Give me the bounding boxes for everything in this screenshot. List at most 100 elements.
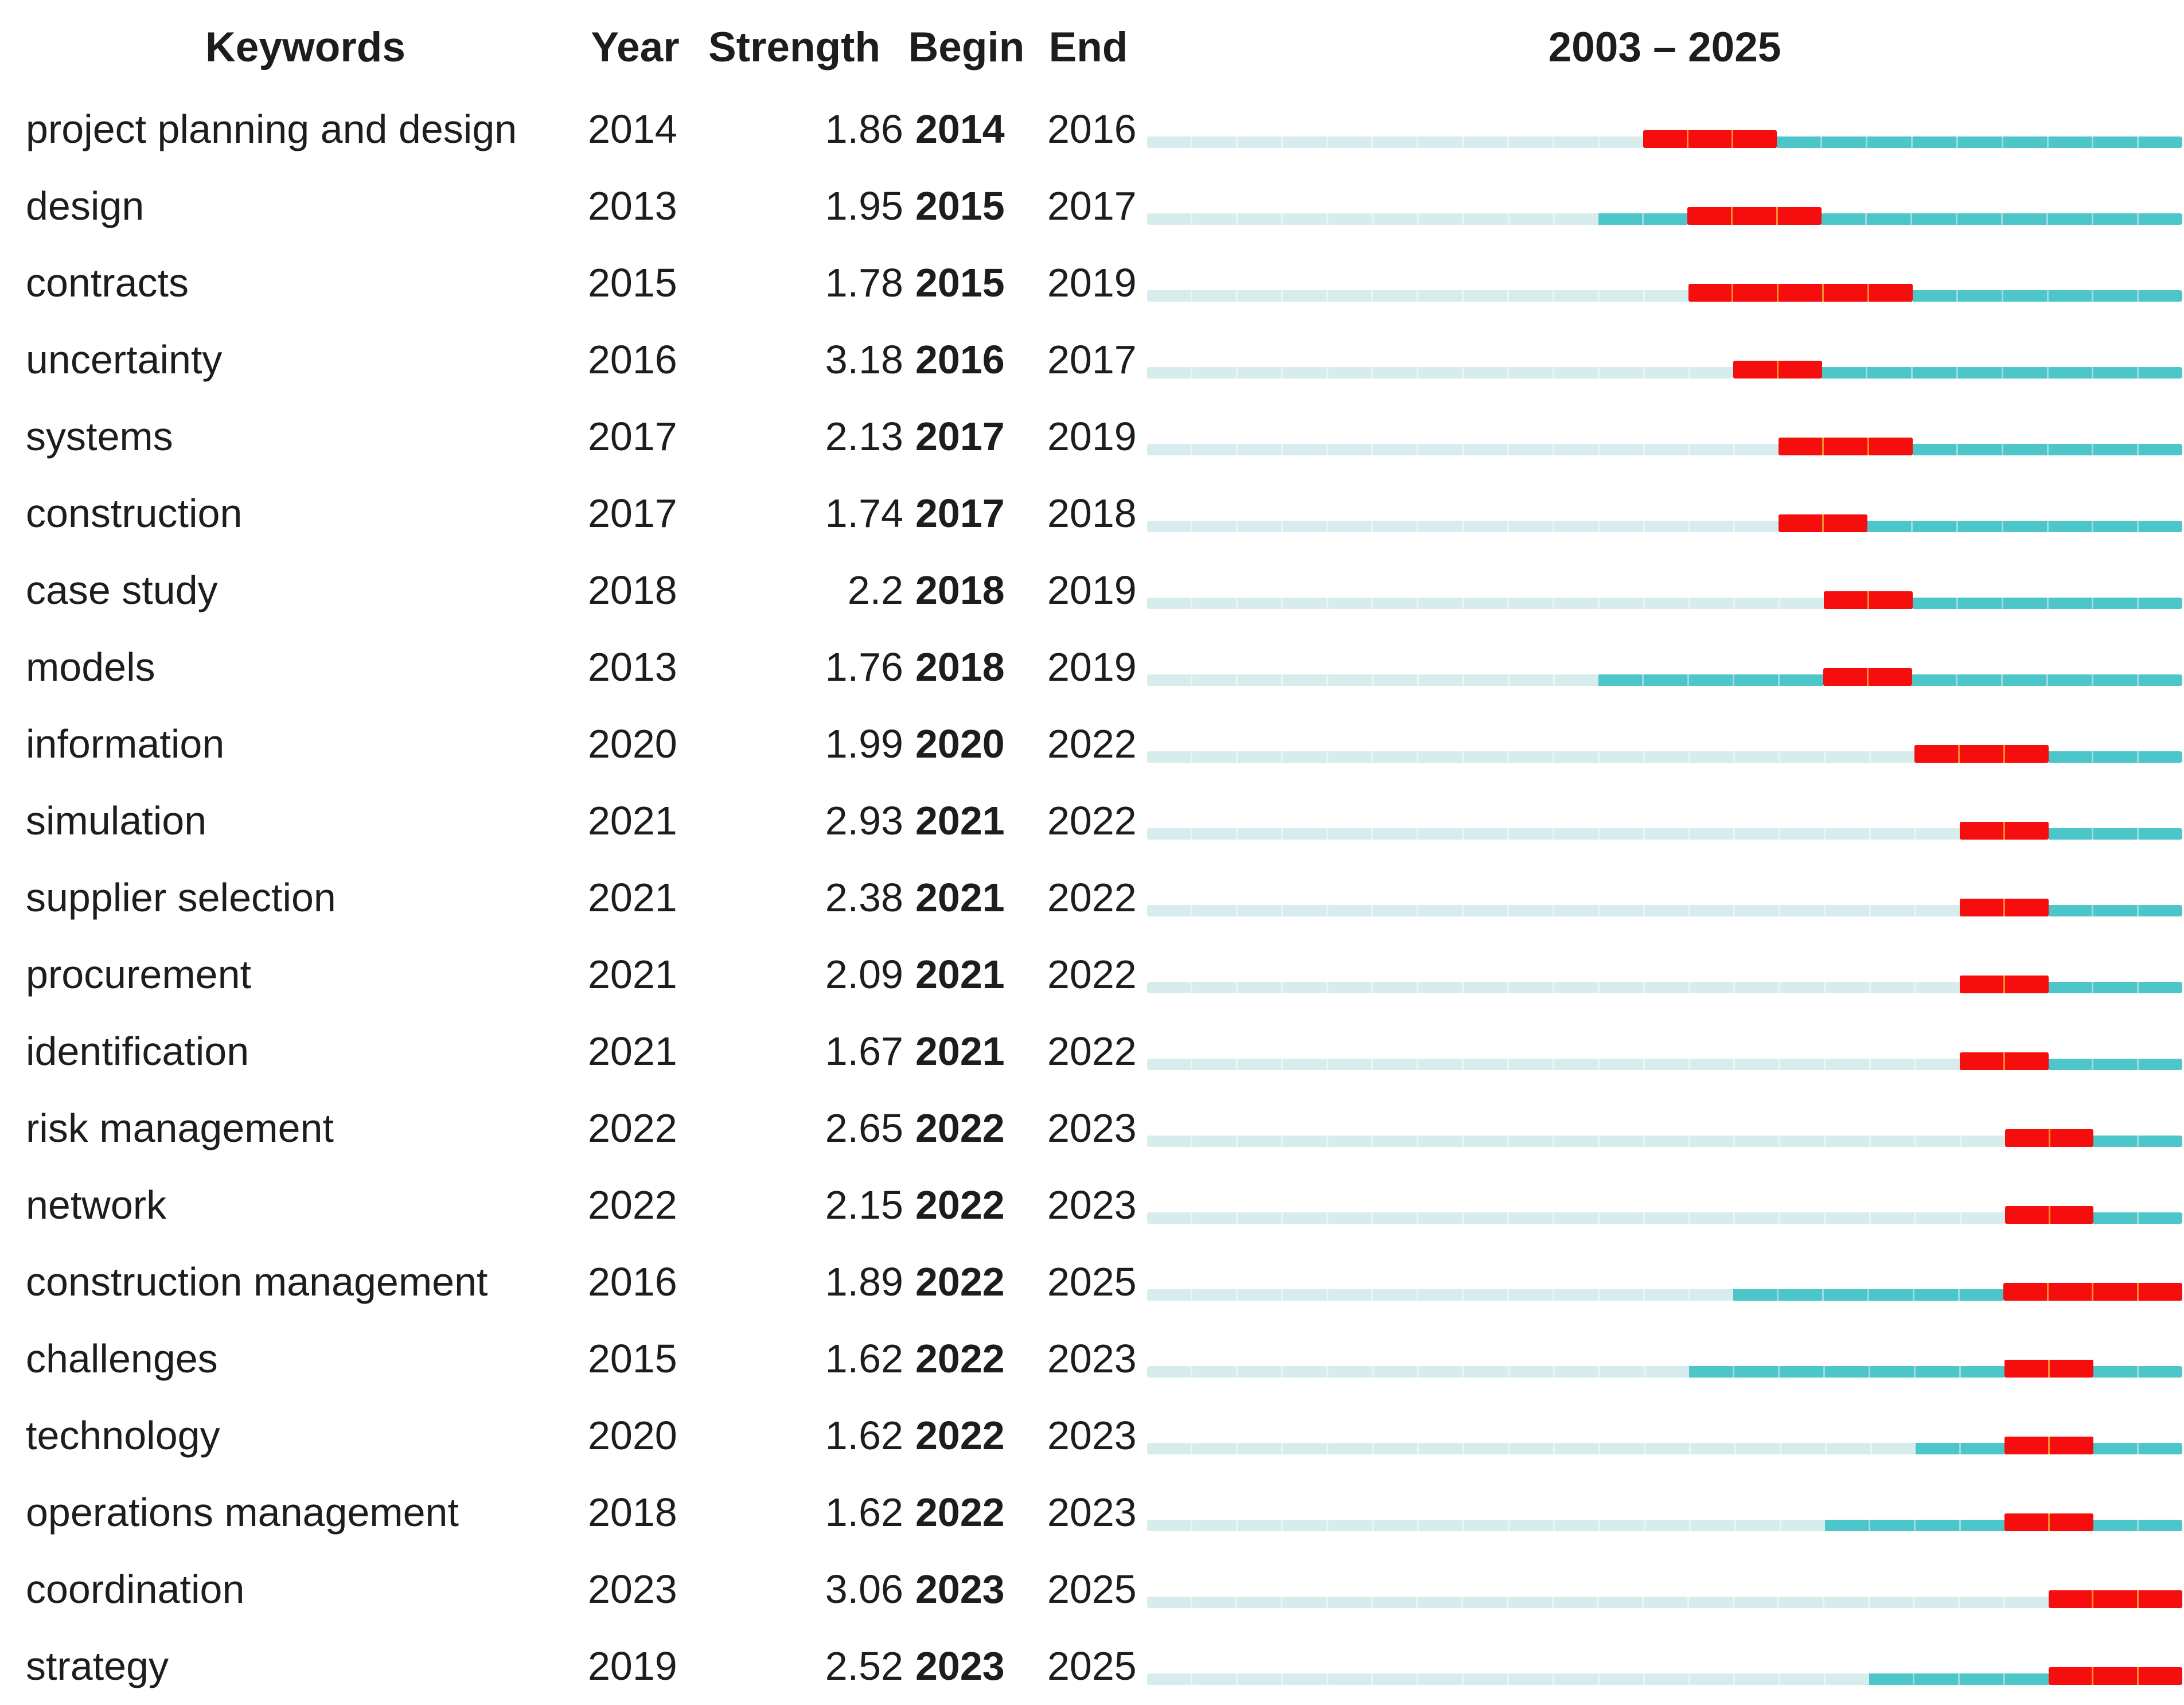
year-segment-2003 [1147, 597, 1192, 609]
year-segment-2014 [1644, 1289, 1690, 1301]
year-segment-2004 [1192, 1365, 1238, 1378]
year-value: 2013 [588, 645, 677, 689]
year-segment-2024 [2093, 904, 2139, 916]
year-segment-2025 [2139, 674, 2182, 686]
year-segment-2013 [1599, 1212, 1645, 1224]
keyword-value: identification [26, 1029, 249, 1074]
year-segment-2004 [1192, 213, 1238, 225]
burst-row: identification 2021 1.67 2021 2022 [0, 1013, 2184, 1090]
keyword-value: models [26, 645, 155, 689]
year-segment-2016 [1733, 360, 1779, 379]
strength-value: 2.93 [825, 798, 903, 843]
year-segment-2015 [1688, 1596, 1734, 1608]
burst-row: network 2022 2.15 2022 2023 [0, 1166, 2184, 1243]
year-segment-2017 [1780, 751, 1826, 763]
year-segment-2005 [1237, 366, 1283, 379]
year-segment-2009 [1418, 1058, 1464, 1070]
year-segment-2016 [1734, 1365, 1780, 1378]
year-segment-2003 [1147, 1442, 1192, 1454]
year-segment-2024 [2093, 213, 2139, 225]
year-value: 2020 [588, 721, 677, 766]
year-segment-2016 [1735, 981, 1781, 993]
year-segment-2024 [2093, 1442, 2139, 1454]
year-segment-2011 [1509, 828, 1554, 840]
year-segment-2010 [1464, 1135, 1509, 1147]
burst-timeline-bar [1147, 591, 2183, 609]
burst-timeline-bar [1147, 1513, 2182, 1531]
year-segment-2019 [1869, 1596, 1915, 1608]
table-header-row: Keywords Year Strength Begin End 2003 – … [0, 0, 2184, 91]
burst-row: construction 2017 1.74 2017 2018 [0, 475, 2184, 552]
year-segment-2011 [1509, 1212, 1554, 1224]
year-segment-2011 [1509, 597, 1554, 609]
year-segment-2018 [1826, 1135, 1871, 1147]
year-segment-2020 [1914, 744, 1960, 763]
year-segment-2011 [1510, 1442, 1555, 1454]
year-segment-2006 [1282, 597, 1328, 609]
year-segment-2009 [1418, 366, 1464, 379]
year-segment-2011 [1510, 1519, 1555, 1531]
end-value: 2022 [1047, 721, 1137, 766]
year-segment-2014 [1643, 130, 1688, 148]
column-header-strength: Strength [708, 24, 881, 71]
keyword-value: strategy [26, 1644, 169, 1688]
keyword-value: project planning and design [26, 107, 517, 151]
year-segment-2008 [1373, 1212, 1419, 1224]
year-segment-2019 [1871, 904, 1916, 916]
year-segment-2022 [2004, 1129, 2050, 1147]
year-segment-2025 [2139, 904, 2183, 916]
begin-value: 2018 [915, 645, 1005, 689]
year-segment-2009 [1418, 751, 1464, 763]
year-segment-2016 [1735, 904, 1781, 916]
year-segment-2008 [1374, 1365, 1419, 1378]
year-segment-2005 [1237, 597, 1283, 609]
year-segment-2005 [1238, 1365, 1283, 1378]
burst-row: case study 2018 2.2 2018 2019 [0, 552, 2184, 629]
burst-timeline-bar [1147, 1667, 2183, 1685]
year-segment-2012 [1553, 1596, 1599, 1608]
year-segment-2011 [1509, 366, 1554, 379]
year-segment-2023 [2050, 1205, 2094, 1224]
year-segment-2007 [1328, 136, 1374, 148]
year-segment-2005 [1237, 904, 1283, 916]
year-segment-2006 [1282, 1596, 1328, 1608]
year-segment-2019 [1867, 366, 1913, 379]
year-segment-2025 [2139, 1667, 2183, 1685]
year-segment-2017 [1780, 828, 1826, 840]
year-segment-2013 [1599, 1289, 1645, 1301]
year-segment-2023 [2048, 751, 2094, 763]
year-segment-2016 [1736, 1442, 1781, 1454]
year-segment-2024 [2093, 520, 2139, 532]
year-segment-2011 [1509, 1058, 1554, 1070]
end-value: 2022 [1047, 952, 1137, 997]
year-segment-2004 [1192, 520, 1238, 532]
year-segment-2003 [1147, 290, 1192, 302]
column-header-end: End [1048, 24, 1128, 71]
year-segment-2007 [1328, 1212, 1374, 1224]
year-segment-2014 [1644, 1058, 1690, 1070]
year-segment-2016 [1734, 674, 1780, 686]
year-segment-2019 [1869, 1289, 1914, 1301]
year-segment-2017 [1780, 981, 1826, 993]
burst-row: simulation 2021 2.93 2021 2022 [0, 782, 2184, 859]
begin-value: 2016 [915, 337, 1005, 382]
year-segment-2009 [1419, 213, 1464, 225]
year-segment-2021 [1960, 1596, 2005, 1608]
year-segment-2018 [1824, 591, 1869, 609]
burst-timeline-bar [1147, 668, 2182, 686]
strength-value: 2.09 [825, 952, 903, 997]
year-segment-2012 [1555, 1442, 1600, 1454]
year-segment-2010 [1464, 597, 1509, 609]
year-segment-2017 [1779, 514, 1824, 532]
burst-row: supplier selection 2021 2.38 2021 2022 [0, 859, 2184, 936]
burst-row: risk management 2022 2.65 2022 2023 [0, 1090, 2184, 1166]
strength-value: 1.89 [825, 1259, 903, 1304]
year-segment-2025 [2139, 751, 2183, 763]
year-segment-2006 [1283, 1442, 1328, 1454]
end-value: 2019 [1047, 414, 1137, 459]
year-segment-2014 [1644, 213, 1687, 225]
year-segment-2009 [1418, 1212, 1464, 1224]
year-segment-2022 [2003, 597, 2049, 609]
year-segment-2009 [1418, 290, 1464, 302]
year-segment-2004 [1192, 981, 1238, 993]
